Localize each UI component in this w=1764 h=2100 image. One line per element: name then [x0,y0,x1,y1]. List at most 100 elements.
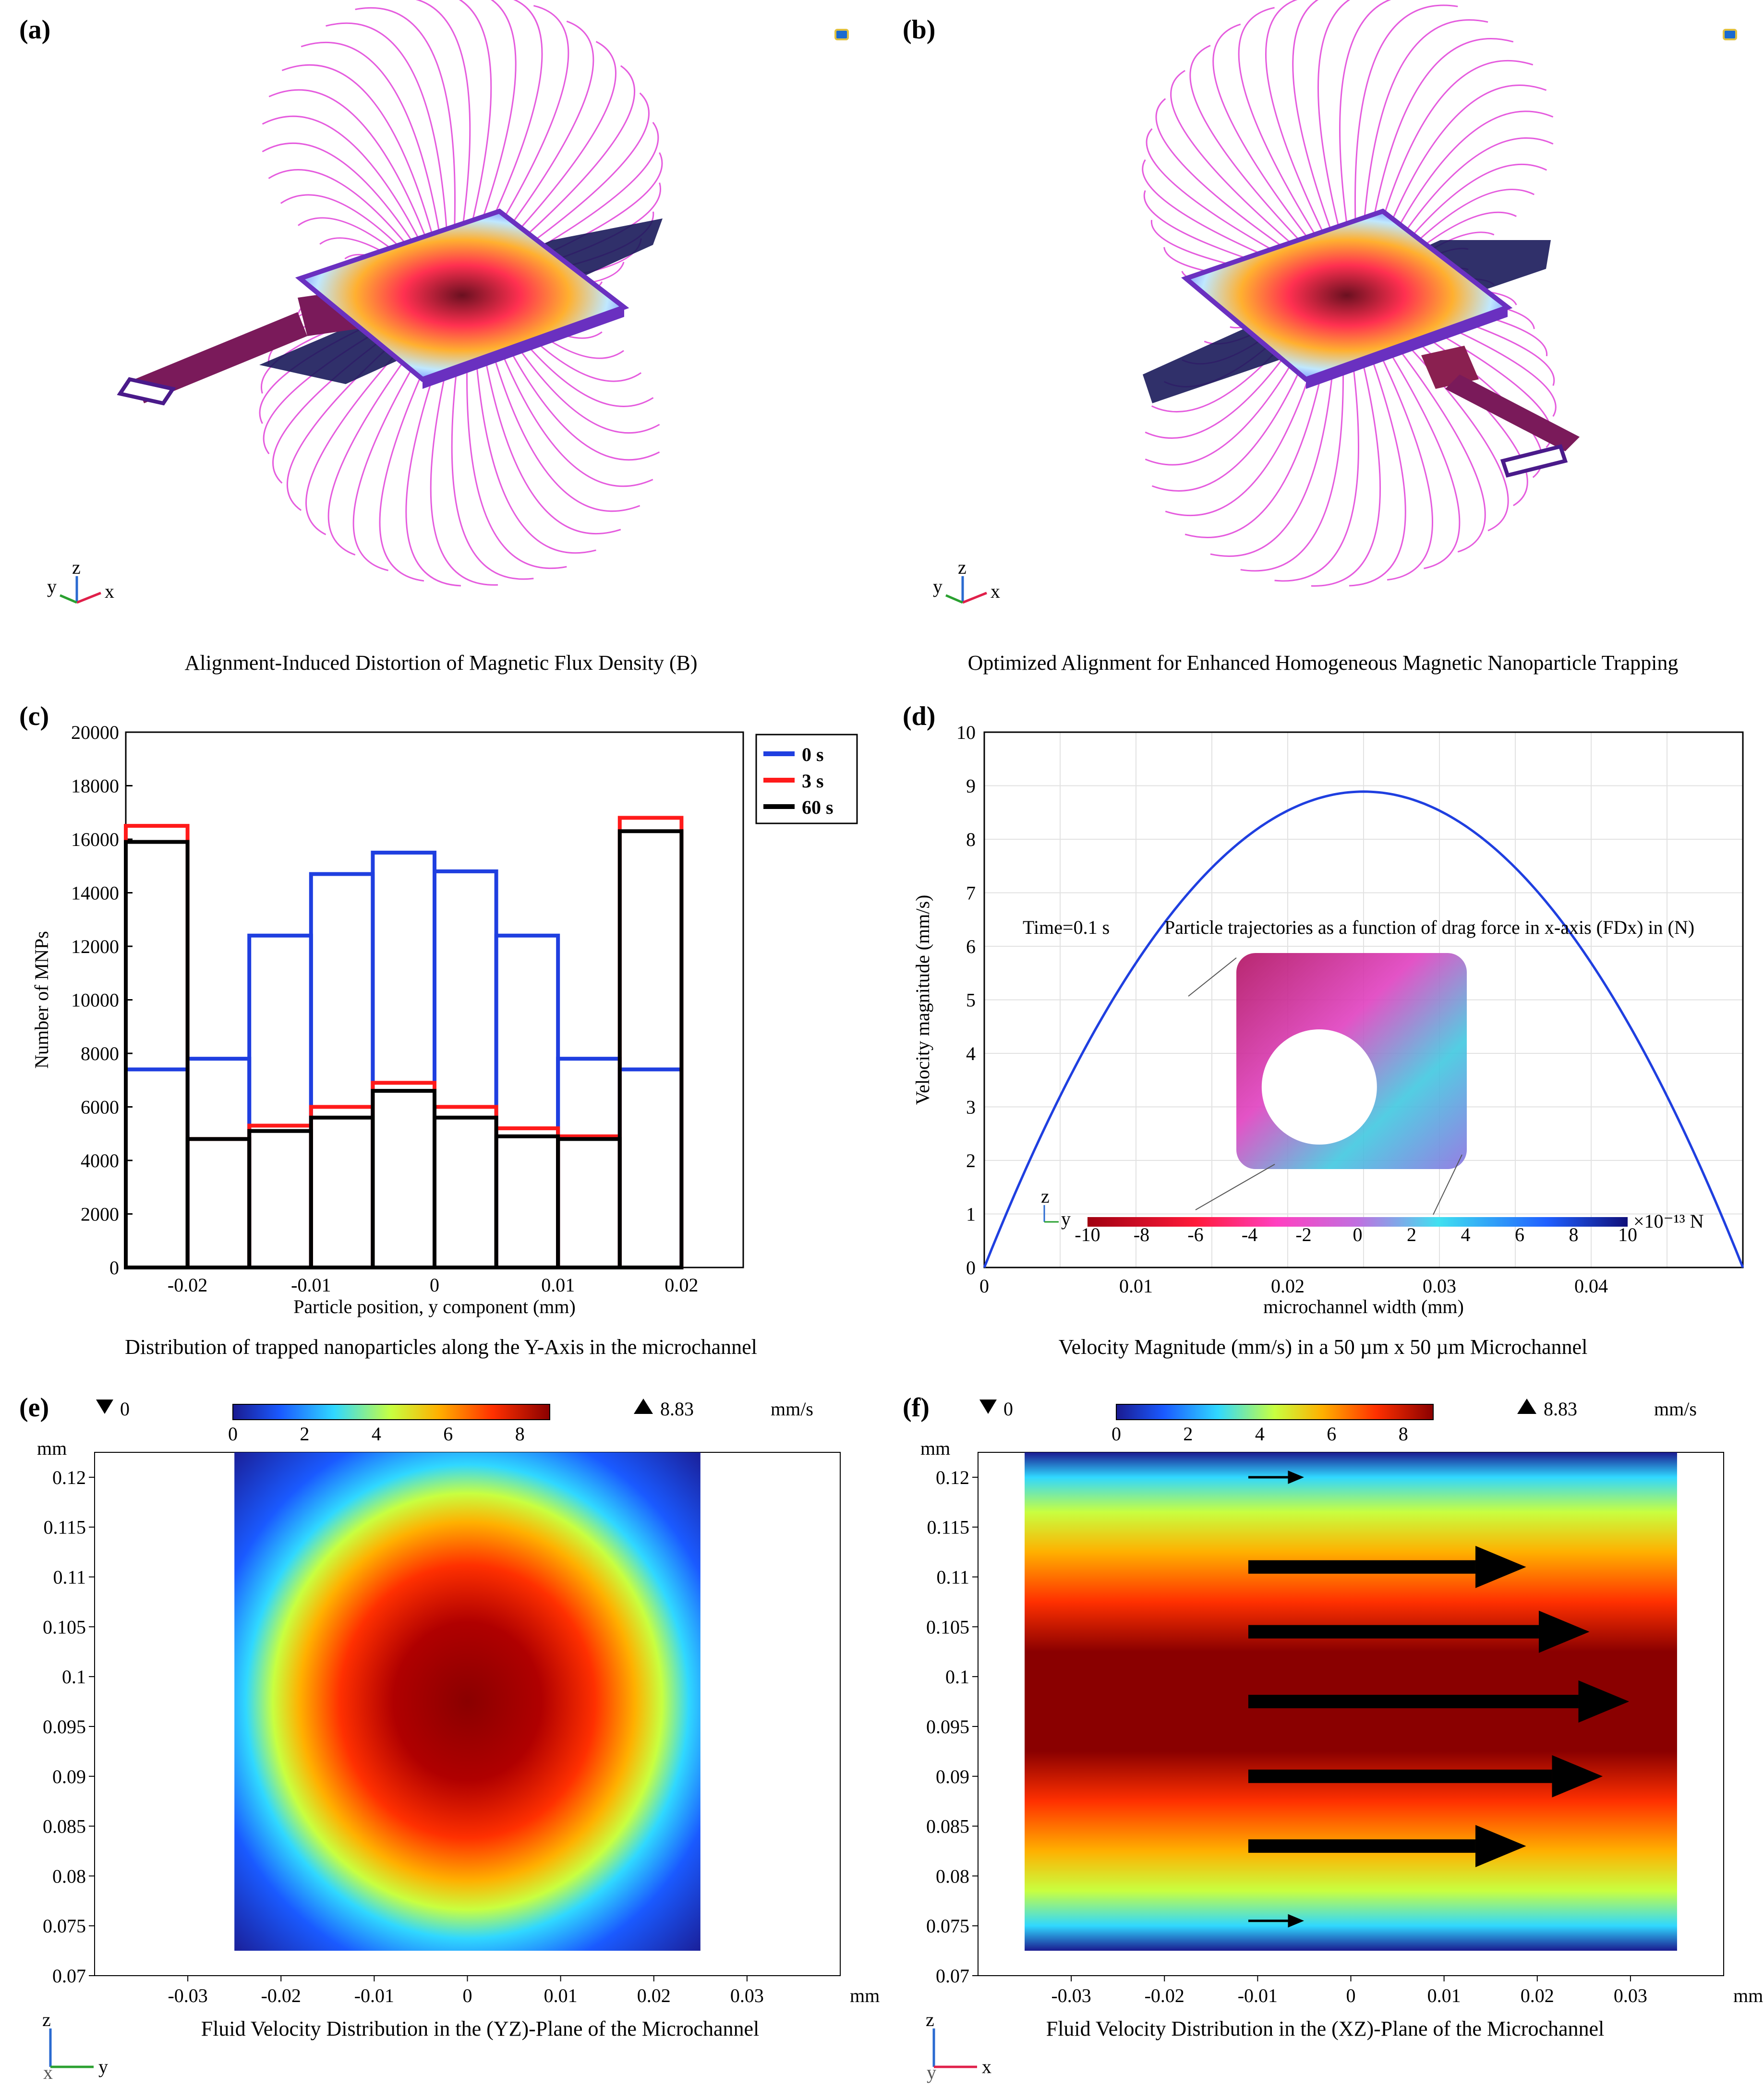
field-line [1212,24,1341,279]
xtick-label-d: 0.02 [1271,1275,1305,1297]
velocity-arrow-head [1475,1545,1526,1588]
field-line [262,115,440,282]
max-label-f: 8.83 [1544,1398,1577,1420]
field-line [355,7,456,279]
field-line [1317,0,1353,279]
inset-axis-z-label: z [1041,1185,1050,1207]
ytick-label-d: 7 [966,882,976,904]
field-line [1351,297,1434,581]
triad-h-label-f: x [982,2056,991,2077]
xtick-label-f: 0 [1346,1985,1356,2006]
ytick-label-f: 0.07 [936,1965,969,1987]
xtick-label-c: 0.01 [541,1274,575,1296]
field-line [301,41,447,280]
velocity-arrow-head [1538,1610,1590,1653]
bar-3s [433,1105,498,1269]
bar-0s [124,1067,190,1269]
inset-time: Time=0.1 s [1023,917,1110,938]
ytick-label-e: 0.075 [43,1915,86,1937]
field-line [466,5,569,279]
xtick-label-f: -0.01 [1238,1985,1278,2006]
ytick-label-c: 4000 [81,1150,119,1171]
xtick-label-f: 0.03 [1614,1985,1647,2006]
velocity-arrow [1248,1560,1475,1574]
panel-e-label: (e) [19,1393,49,1423]
xtick-label-e: 0.02 [637,1985,671,2006]
xtick-label-c: 0 [430,1274,439,1296]
xlabel-d: microchannel width (mm) [1263,1296,1464,1317]
field-line [471,297,596,554]
velocity-arrow-head [1288,1914,1305,1928]
panel-f-label: (f) [903,1393,930,1423]
field-line [1155,98,1333,281]
xtick-label-c: 0.02 [665,1274,698,1296]
xlabel-c: Particle position, y component (mm) [293,1296,576,1317]
bar-0s [494,933,560,1269]
ytick-label-f: 0.11 [936,1567,969,1588]
inset-colorbar-tick: -2 [1295,1224,1311,1245]
ytick-label-e: 0.105 [43,1616,86,1638]
ytick-label-e: 0.07 [52,1965,86,1987]
device-b [1143,208,1580,478]
velocity-arrow [1248,1769,1552,1783]
velocity-arrow-head [1475,1825,1526,1868]
bar-60s [617,829,684,1269]
inset-colorbar-tick: 0 [1353,1224,1363,1245]
bar-0s [556,1057,622,1269]
ytick-label-f: 0.105 [926,1616,969,1638]
colorbar-tick-f: 6 [1327,1423,1336,1445]
xtick-label-f: -0.02 [1145,1985,1184,2006]
bar-3s [556,1134,622,1269]
xtick-label-c: -0.01 [291,1274,331,1296]
ytick-label-c: 12000 [71,936,119,957]
colorbar-tick-f: 4 [1255,1423,1265,1445]
logo-icon-a [834,29,849,40]
ytick-label-d: 8 [966,829,976,850]
caption-a: Alignment-Induced Distortion of Magnetic… [184,651,698,675]
ytick-label-f: 0.12 [936,1467,969,1488]
inset-particle-block [1236,953,1467,1169]
ytick-label-d: 0 [966,1257,976,1279]
inset-colorbar-tick: 10 [1618,1224,1637,1245]
colorbar-tick-f: 8 [1399,1423,1408,1445]
field-line [1292,0,1350,279]
bar-3s [494,1126,560,1270]
ytick-label-c: 2000 [81,1204,119,1225]
velocity-arrow-head [1288,1470,1305,1484]
xtick-label-d: 0.04 [1574,1275,1608,1297]
bar-0s [433,869,498,1269]
field-line [1170,70,1335,280]
bar-0s [617,1067,684,1269]
velocity-arrow [1248,1919,1288,1922]
panels-ab-graphics: z y x z y x [47,0,1737,604]
velocity-arrow [1248,1625,1539,1639]
min-marker-f [979,1400,997,1414]
xtick-label-e: 0.03 [730,1985,764,2006]
velocity-arrow [1248,1839,1475,1853]
caption-c: Distribution of trapped nanoparticles al… [125,1335,757,1359]
inset-axis-y-label: y [1061,1208,1071,1230]
xtick-label-d: 0 [979,1275,989,1297]
ytick-label-c: 16000 [71,829,119,850]
inset-colorbar-tick: -8 [1134,1224,1149,1245]
colorbar-e [232,1404,550,1420]
inset-colorbar-unit: ×10⁻¹³ N [1633,1210,1704,1232]
field-line [281,64,445,281]
ytick-label-e: 0.1 [62,1666,86,1688]
xtick-label-e: -0.02 [261,1985,301,2006]
field-line [1360,19,1488,279]
xtick-label-c: -0.02 [168,1274,207,1296]
bar-3s [247,1123,313,1269]
bar-60s [371,1089,437,1270]
ytick-label-d: 5 [966,990,976,1011]
ytick-label-e: 0.115 [43,1517,86,1538]
ytick-label-f: 0.1 [945,1666,969,1688]
ytick-label-f: 0.115 [927,1517,969,1538]
axis-unit-x-f: mm [1733,1985,1763,2006]
legend-label: 60 s [802,797,834,818]
inset-colorbar-tick: 8 [1569,1224,1579,1245]
inset-colorbar-tick: -4 [1242,1224,1257,1245]
axis-triad-a: z y x [47,556,114,604]
svg-text:y: y [47,576,57,597]
ytick-label-d: 2 [966,1150,976,1171]
